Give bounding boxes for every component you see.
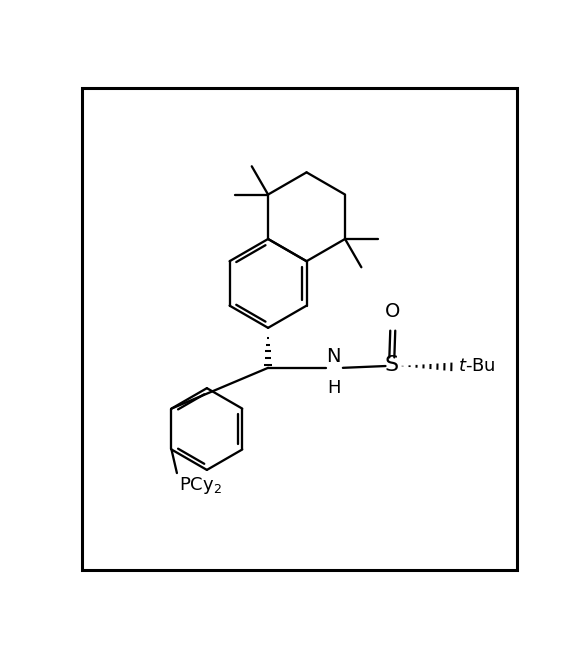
- Text: PCy$_2$: PCy$_2$: [179, 475, 222, 496]
- Text: N: N: [326, 347, 341, 366]
- Text: O: O: [385, 302, 401, 321]
- Text: H: H: [327, 379, 340, 396]
- Text: S: S: [385, 355, 399, 375]
- Text: $t$-Bu: $t$-Bu: [459, 357, 496, 376]
